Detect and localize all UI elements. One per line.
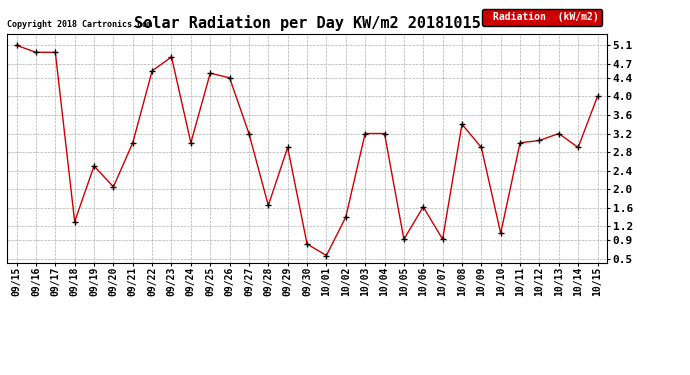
Legend: Radiation  (kW/m2): Radiation (kW/m2) (482, 9, 602, 26)
Text: Copyright 2018 Cartronics.com: Copyright 2018 Cartronics.com (7, 20, 152, 29)
Title: Solar Radiation per Day KW/m2 20181015: Solar Radiation per Day KW/m2 20181015 (134, 15, 480, 31)
